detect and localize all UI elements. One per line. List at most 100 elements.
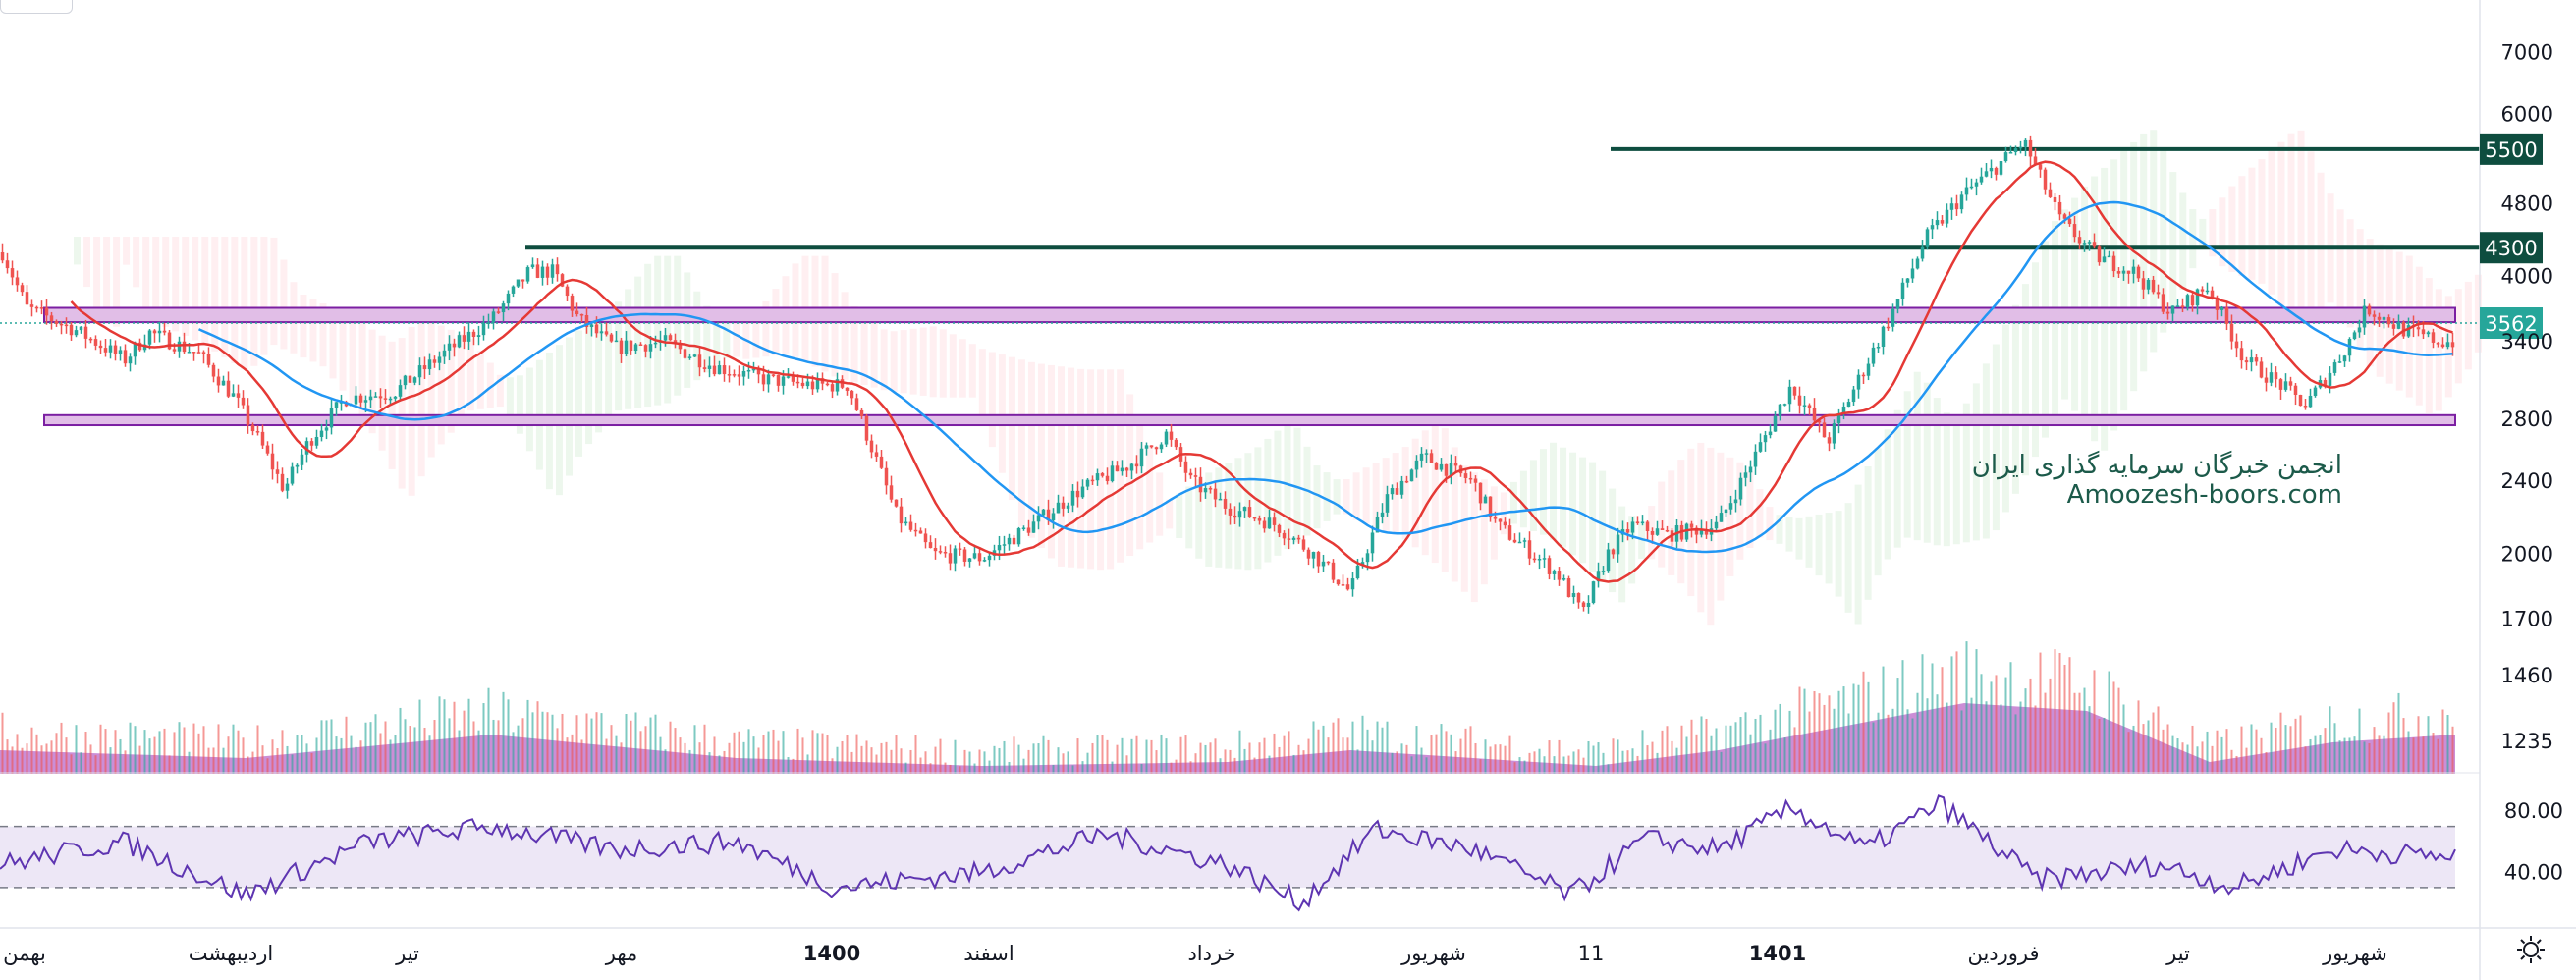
volume-bar: [1071, 765, 1074, 774]
candle-body: [1395, 488, 1399, 495]
candle-body: [982, 560, 987, 562]
candle-body: [1321, 561, 1326, 567]
moving-average-short-line: [70, 160, 2453, 583]
ichimoku-cloud-segment: [575, 330, 583, 457]
candle-body: [1792, 386, 1797, 396]
volume-bar: [2103, 717, 2106, 774]
volume-bar: [2319, 735, 2322, 774]
candle-body: [1866, 363, 1871, 376]
volume-bar: [1125, 755, 1128, 774]
candle-body: [1233, 515, 1237, 518]
candle-body: [466, 331, 471, 342]
indicator-toggle-button[interactable]: [0, 0, 73, 14]
ichimoku-cloud-segment: [1746, 471, 1754, 549]
candle-body: [1817, 420, 1822, 423]
candle-body: [2396, 322, 2401, 329]
candle-body: [1827, 437, 1832, 444]
candle-body: [2328, 372, 2332, 386]
volume-bar: [517, 725, 520, 774]
ichimoku-cloud-segment: [1992, 344, 2000, 531]
volume-bar: [2368, 743, 2371, 774]
ichimoku-cloud-segment: [1795, 517, 1803, 560]
volume-bar: [1165, 738, 1168, 774]
volume-bar: [585, 713, 588, 774]
price-badge-label: 5500: [2485, 138, 2537, 162]
volume-bar: [1420, 747, 1423, 774]
support-resistance-zone: [43, 413, 2456, 427]
volume-bar: [2093, 670, 2096, 774]
volume-bar: [1788, 710, 1791, 774]
volume-bar: [26, 743, 28, 774]
volume-bar: [1592, 745, 1595, 774]
volume-bar: [1111, 761, 1114, 774]
ichimoku-cloud-segment: [2061, 209, 2069, 400]
ichimoku-cloud-segment: [2081, 186, 2089, 426]
volume-bar: [2196, 746, 2199, 774]
candle-body: [39, 307, 44, 309]
volume-bar: [507, 699, 510, 774]
volume-bar: [610, 725, 613, 774]
volume-bar: [1194, 753, 1197, 774]
candle-body: [432, 359, 437, 363]
volume-bar: [1911, 718, 1914, 774]
volume-bar: [1425, 757, 1428, 774]
candle-body: [108, 345, 113, 353]
candle-body: [1552, 571, 1557, 574]
candle-body: [2131, 266, 2136, 274]
candle-body: [304, 441, 309, 455]
volume-bar: [418, 699, 421, 774]
volume-bar: [2063, 664, 2066, 774]
candle-body: [1974, 182, 1979, 187]
candle-body: [1311, 552, 1316, 559]
volume-bar: [2304, 746, 2307, 774]
volume-bar: [359, 740, 362, 774]
volume-bar: [728, 742, 731, 774]
candle-body: [1183, 461, 1188, 473]
candle-body: [1129, 463, 1134, 471]
candle-body: [2033, 156, 2038, 165]
candle-body: [958, 548, 962, 550]
ichimoku-cloud-segment: [1943, 412, 1950, 547]
candle-body: [128, 356, 133, 364]
volume-bar: [2265, 752, 2268, 774]
volume-bar: [2019, 701, 2022, 774]
volume-bar: [1725, 725, 1727, 774]
ichimoku-cloud-segment: [1726, 457, 1734, 576]
volume-bar: [1793, 727, 1796, 774]
volume-bar: [40, 745, 43, 774]
ichimoku-cloud-segment: [1117, 369, 1124, 563]
candle-body: [800, 382, 805, 387]
ichimoku-cloud-segment: [1854, 484, 1862, 625]
ichimoku-cloud-segment: [1658, 481, 1666, 568]
candle-body: [1370, 532, 1375, 554]
candle-body: [1041, 509, 1046, 516]
volume-bar: [443, 699, 446, 774]
gear-icon[interactable]: [2514, 933, 2548, 966]
volume-bar: [158, 731, 161, 774]
volume-bar: [345, 716, 348, 774]
candle-body: [2175, 305, 2180, 307]
candle-body: [1331, 562, 1336, 580]
volume-bar: [792, 758, 795, 774]
volume-bar: [1764, 743, 1767, 774]
candle-body: [2116, 271, 2121, 274]
support-resistance-zone: [43, 306, 2456, 324]
volume-bar: [70, 754, 73, 774]
candle-body: [1120, 467, 1124, 472]
volume-bar: [2407, 731, 2410, 774]
candle-body: [1719, 513, 1724, 522]
volume-bar: [904, 762, 907, 774]
volume-bar: [1587, 740, 1590, 774]
volume-bar: [654, 714, 657, 774]
candle-body: [2421, 329, 2426, 335]
time-axis-label: 11: [1578, 942, 1605, 965]
candle-body: [2229, 323, 2234, 342]
volume-bar: [438, 696, 441, 774]
volume-bar: [546, 712, 549, 774]
volume-bar: [2083, 687, 2086, 774]
candle-body: [2436, 342, 2440, 345]
candle-body: [1070, 490, 1075, 506]
ichimoku-cloud-segment: [1451, 447, 1458, 582]
volume-bar: [2112, 681, 2115, 774]
ichimoku-cloud-segment: [1825, 513, 1833, 584]
